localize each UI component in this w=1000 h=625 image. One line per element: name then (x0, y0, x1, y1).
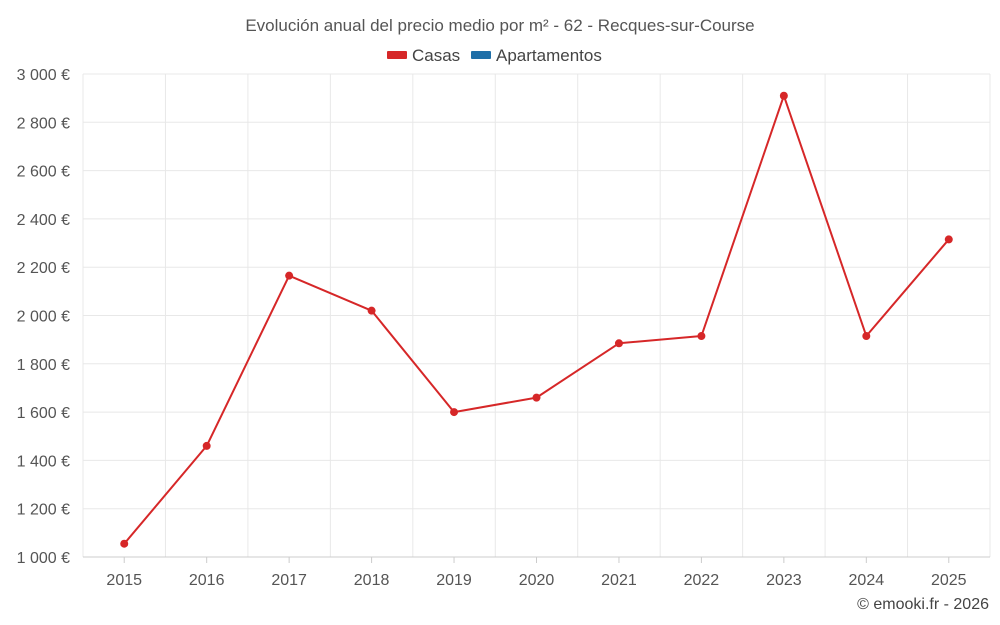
legend-label-apartamentos: Apartamentos (496, 46, 602, 65)
y-tick-label: 2 200 € (17, 260, 70, 277)
y-tick-label: 2 400 € (17, 212, 70, 229)
x-tick-label: 2017 (271, 572, 307, 589)
chart-title: Evolución anual del precio medio por m² … (245, 16, 754, 35)
x-tick-label: 2020 (519, 572, 555, 589)
legend-swatch-apartamentos (471, 51, 491, 59)
data-point-casas[interactable] (779, 91, 788, 100)
legend: Casas Apartamentos (387, 46, 602, 65)
data-point-casas[interactable] (532, 393, 541, 402)
data-point-casas[interactable] (614, 339, 623, 348)
legend-swatch-casas (387, 51, 407, 59)
x-tick-label: 2015 (106, 572, 142, 589)
data-point-casas[interactable] (367, 306, 376, 315)
data-point-casas[interactable] (697, 332, 706, 341)
y-tick-label: 2 600 € (17, 164, 70, 181)
x-tick-label: 2019 (436, 572, 472, 589)
data-point-casas[interactable] (120, 539, 129, 548)
y-tick-label: 1 800 € (17, 357, 70, 374)
data-point-casas[interactable] (450, 408, 459, 417)
legend-item-casas[interactable]: Casas (387, 46, 460, 65)
y-tick-label: 2 000 € (17, 309, 70, 326)
x-tick-label: 2022 (684, 572, 720, 589)
x-tick-label: 2021 (601, 572, 637, 589)
x-tick-label: 2016 (189, 572, 225, 589)
data-point-casas[interactable] (862, 332, 871, 341)
data-point-casas[interactable] (944, 235, 953, 244)
axes: 1 000 € 1 200 € 1 400 € 1 600 € 1 800 € 2 000… (17, 67, 990, 589)
y-tick-label: 1 000 € (17, 550, 70, 567)
y-tick-label: 1 600 € (17, 405, 70, 422)
y-tick-label: 3 000 € (17, 67, 70, 84)
series (120, 91, 953, 548)
x-tick-label: 2023 (766, 572, 802, 589)
y-tick-label: 1 200 € (17, 502, 70, 519)
grid (82, 73, 991, 557)
credit-text: © emooki.fr - 2026 (857, 596, 989, 613)
x-tick-label: 2024 (849, 572, 885, 589)
legend-label-casas: Casas (412, 46, 460, 65)
data-point-casas[interactable] (285, 271, 294, 280)
y-tick-label: 1 400 € (17, 453, 70, 470)
x-tick-label: 2025 (931, 572, 967, 589)
legend-item-apartamentos[interactable]: Apartamentos (471, 46, 602, 65)
y-tick-label: 2 800 € (17, 115, 70, 132)
x-tick-label: 2018 (354, 572, 390, 589)
data-point-casas[interactable] (202, 441, 211, 450)
